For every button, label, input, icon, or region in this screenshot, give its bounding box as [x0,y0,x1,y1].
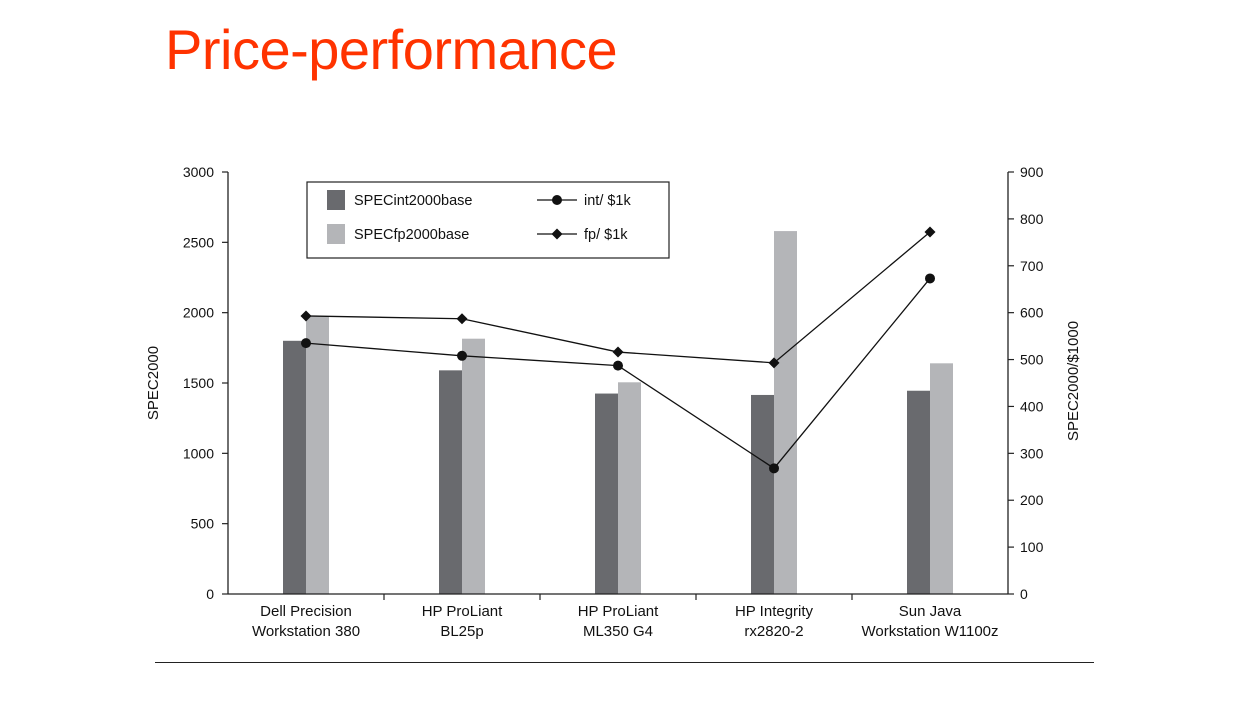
marker-fp-1k-0 [300,310,312,322]
right-tick-label-900: 900 [1020,164,1044,180]
bar-specfp2000base-2 [618,382,641,594]
legend-label-int-1k: int/ $1k [584,193,631,209]
bar-specfp2000base-4 [930,363,953,594]
bar-specint2000base-1 [439,370,462,594]
right-tick-label-400: 400 [1020,398,1044,414]
category-label-0-0: Dell Precision [260,603,352,620]
left-tick-label-3000: 3000 [183,164,214,180]
axes-layer: 0 500 1000 1500 2000 2500 3000 0 100 200 300 400 500… [145,164,1082,640]
legend-label-specfp2000base: SPECfp2000base [354,227,469,243]
bars-layer [283,231,953,594]
marker-int-1k-1 [457,350,467,361]
y2-axis-title: SPEC2000/$1000 [1065,321,1082,441]
category-label-4-0: Sun Java [899,603,962,620]
category-label-0-1: Workstation 380 [252,623,360,640]
legend-box [306,181,670,259]
legend-label-fp-1k: fp/ $1k [584,227,628,243]
left-tick-label-1000: 1000 [183,445,214,461]
marker-int-1k-3 [769,463,779,474]
bar-specint2000base-3 [751,394,774,594]
right-tick-label-200: 200 [1020,492,1044,508]
right-tick-label-700: 700 [1020,258,1044,274]
left-tick-label-0: 0 [206,586,214,602]
legend-marker-int-1k [552,195,562,205]
bar-specint2000base-4 [907,390,930,594]
left-tick-label-1500: 1500 [183,375,214,391]
right-tick-label-300: 300 [1020,445,1044,461]
slide-title: Price-performance [165,18,618,81]
legend: SPECint2000base SPECfp2000base int/ $1k fp/… [306,181,670,259]
left-tick-label-2000: 2000 [183,305,214,321]
bar-specint2000base-2 [595,393,618,594]
bar-specfp2000base-0 [306,316,329,594]
marker-fp-1k-2 [612,346,624,358]
legend-label-specint2000base: SPECint2000base [354,193,473,209]
marker-int-1k-2 [613,360,623,371]
right-tick-label-100: 100 [1020,539,1044,555]
marker-fp-1k-1 [456,313,468,325]
marker-int-1k-4 [925,273,935,284]
bar-specfp2000base-1 [462,338,485,594]
legend-marker-fp-1k [551,228,563,240]
legend-swatch-specint2000base [327,190,345,210]
marker-int-1k-0 [301,338,311,349]
category-label-3-0: HP Integrity [735,603,814,620]
marker-fp-1k-3 [768,357,780,369]
left-tick-label-500: 500 [191,516,215,532]
right-tick-label-800: 800 [1020,211,1044,227]
category-label-2-1: ML350 G4 [583,623,653,640]
bar-specint2000base-0 [283,340,306,594]
left-tick-label-2500: 2500 [183,234,214,250]
right-tick-label-0: 0 [1020,586,1028,602]
right-tick-label-600: 600 [1020,305,1044,321]
bar-specfp2000base-3 [774,231,797,594]
right-tick-label-500: 500 [1020,352,1044,368]
legend-swatch-specfp2000base [327,224,345,244]
category-label-4-1: Workstation W1100z [862,623,999,640]
footer-divider [155,662,1094,663]
category-label-1-0: HP ProLiant [422,603,503,620]
category-label-1-1: BL25p [440,623,483,640]
lines-layer [300,226,936,474]
marker-fp-1k-4 [924,226,936,238]
category-label-3-1: rx2820-2 [744,623,803,640]
category-label-2-0: HP ProLiant [578,603,659,620]
y-axis-title: SPEC2000 [145,346,162,420]
